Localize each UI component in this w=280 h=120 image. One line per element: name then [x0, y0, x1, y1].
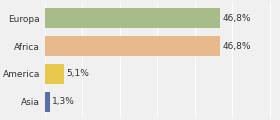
Bar — [45, 92, 50, 112]
Bar — [45, 64, 64, 84]
Text: 5,1%: 5,1% — [66, 69, 89, 78]
Text: 46,8%: 46,8% — [223, 42, 251, 51]
Text: 1,3%: 1,3% — [52, 97, 75, 106]
Bar — [45, 8, 220, 28]
Bar — [45, 36, 220, 56]
Text: 46,8%: 46,8% — [223, 14, 251, 23]
